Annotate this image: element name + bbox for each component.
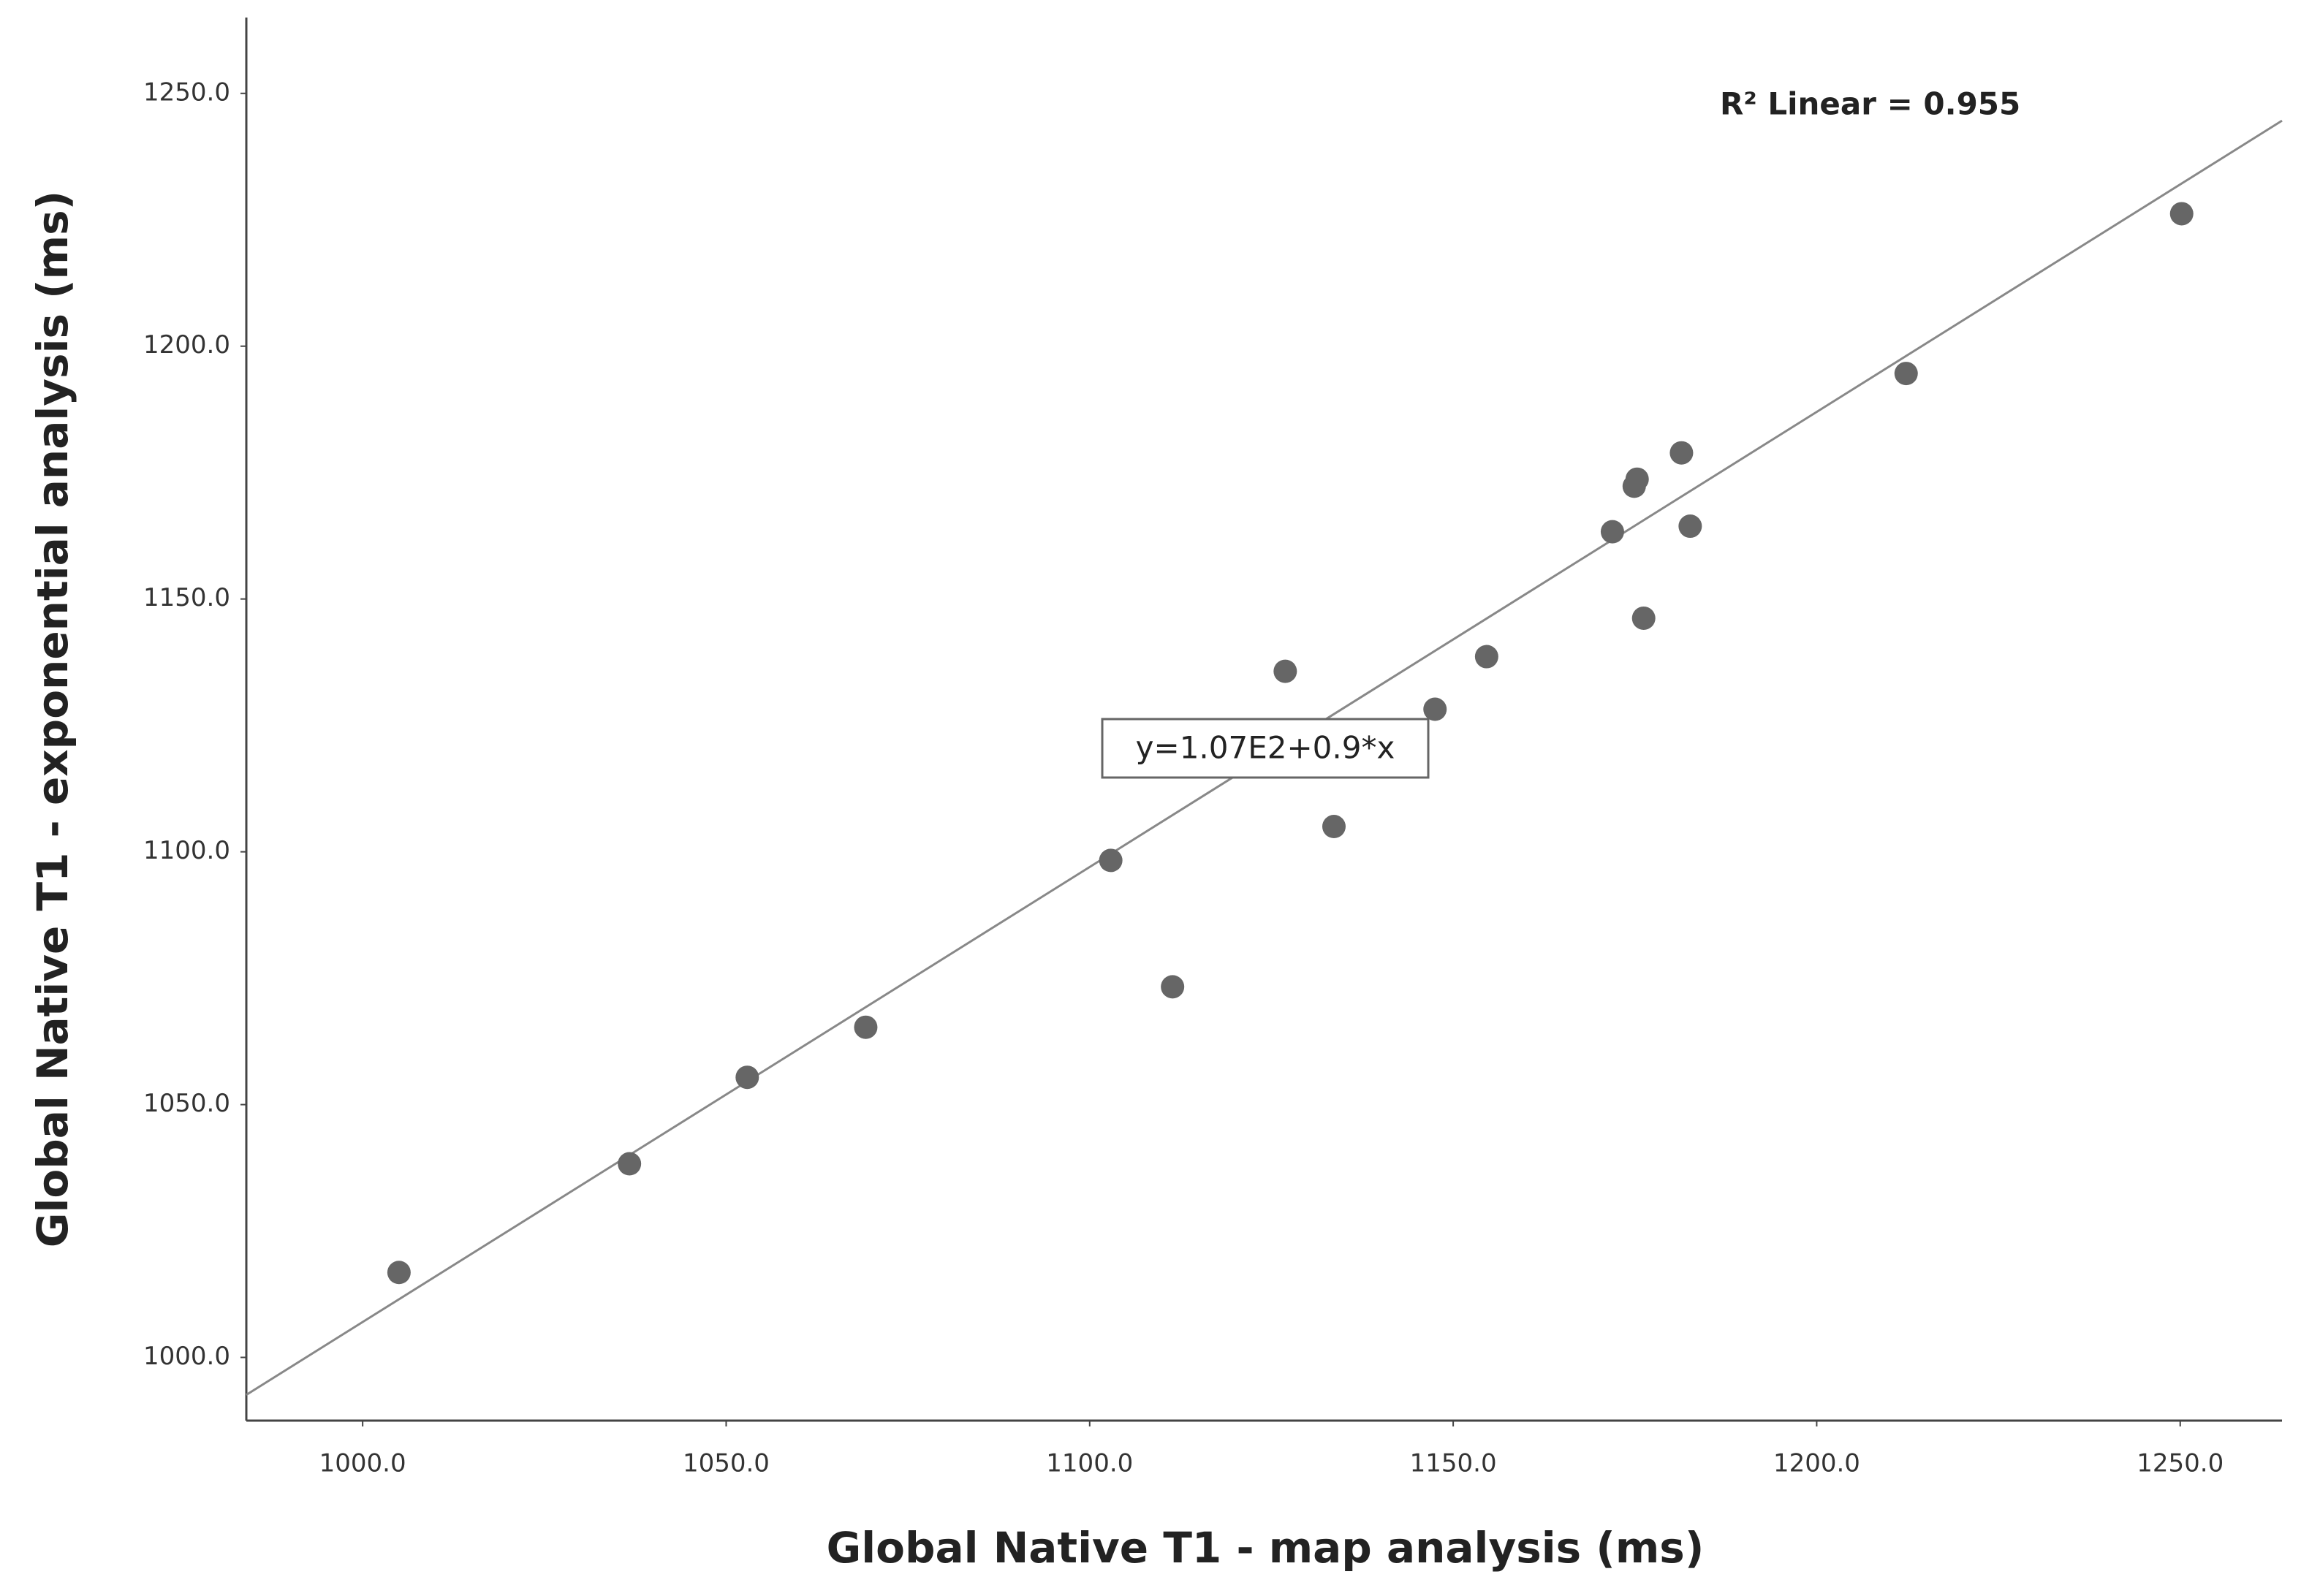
y-tick-label: 1250.0 bbox=[143, 77, 230, 107]
point bbox=[1161, 975, 1185, 999]
x-tick-label: 1000.0 bbox=[319, 1449, 406, 1478]
y-tick-label: 1050.0 bbox=[143, 1089, 230, 1118]
x-tick-label: 1200.0 bbox=[1773, 1449, 1860, 1478]
x-tick-label: 1050.0 bbox=[683, 1449, 770, 1478]
point bbox=[2169, 202, 2194, 226]
point bbox=[1631, 606, 1656, 630]
point bbox=[1322, 815, 1346, 839]
y-tick-label: 1200.0 bbox=[143, 330, 230, 360]
x-tick-label: 1150.0 bbox=[1410, 1449, 1497, 1478]
point bbox=[735, 1065, 759, 1090]
equation-label: y=1.07E2+0.9*x bbox=[1136, 730, 1395, 766]
point bbox=[1625, 467, 1649, 491]
r2-annotation: R² Linear = 0.955 bbox=[1720, 86, 2020, 122]
point bbox=[1099, 848, 1123, 873]
point bbox=[1273, 659, 1297, 683]
y-tick-label: 1000.0 bbox=[143, 1342, 230, 1371]
x-tick-label: 1250.0 bbox=[2137, 1449, 2224, 1478]
x-axis-title: Global Native T1 - map analysis (ms) bbox=[827, 1523, 1705, 1573]
point bbox=[854, 1015, 878, 1039]
equation-box bbox=[1101, 718, 1430, 779]
point bbox=[1474, 645, 1498, 669]
point bbox=[1600, 520, 1624, 544]
x-tick-label: 1100.0 bbox=[1046, 1449, 1133, 1478]
point bbox=[1678, 514, 1702, 539]
point bbox=[387, 1261, 411, 1285]
point bbox=[1894, 362, 1918, 386]
y-axis-title: Global Native T1 - exponential analysis … bbox=[28, 191, 77, 1247]
point bbox=[1423, 697, 1447, 721]
point bbox=[1669, 441, 1694, 465]
y-tick-label: 1100.0 bbox=[143, 836, 230, 865]
y-tick-label: 1150.0 bbox=[143, 583, 230, 612]
point bbox=[618, 1152, 642, 1176]
